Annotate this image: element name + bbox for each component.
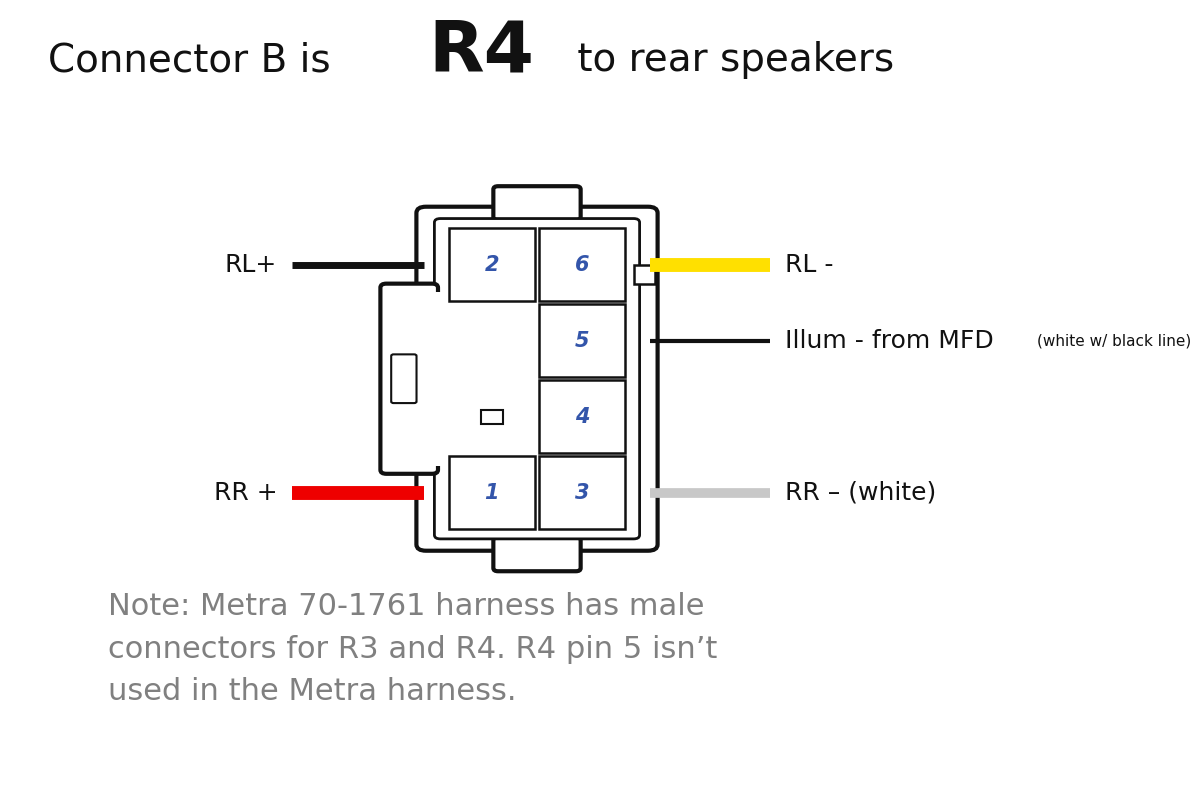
Text: RR – (white): RR – (white) [785, 481, 936, 505]
Text: 5: 5 [575, 331, 589, 350]
Text: 6: 6 [575, 255, 589, 275]
FancyBboxPatch shape [391, 354, 416, 403]
Bar [540, 380, 625, 453]
Bar [540, 228, 625, 301]
Text: R4: R4 [428, 17, 535, 86]
Bar [540, 456, 625, 529]
Text: RL -: RL - [785, 252, 833, 276]
Bar [449, 456, 535, 529]
Text: 2: 2 [485, 255, 499, 275]
Text: Illum - from MFD: Illum - from MFD [785, 329, 994, 353]
Bar [449, 228, 535, 301]
Text: 4: 4 [575, 407, 589, 427]
Text: (white w/ black line): (white w/ black line) [1037, 333, 1192, 348]
Text: 3: 3 [575, 483, 589, 503]
Text: Note: Metra 70-1761 harness has male
connectors for R3 and R4. R4 pin 5 isn’t
us: Note: Metra 70-1761 harness has male con… [108, 592, 718, 706]
Text: 1: 1 [485, 483, 499, 503]
Text: RR +: RR + [214, 481, 277, 505]
Bar [634, 264, 655, 283]
FancyBboxPatch shape [493, 537, 581, 571]
Text: to rear speakers: to rear speakers [565, 41, 894, 79]
Bar [420, 291, 444, 466]
FancyBboxPatch shape [380, 284, 438, 473]
Text: Connector B is: Connector B is [48, 41, 343, 79]
Text: RL+: RL+ [224, 252, 277, 276]
FancyBboxPatch shape [434, 219, 640, 539]
Bar [481, 409, 503, 424]
Bar [540, 305, 625, 377]
FancyBboxPatch shape [493, 186, 581, 220]
FancyBboxPatch shape [416, 207, 658, 551]
